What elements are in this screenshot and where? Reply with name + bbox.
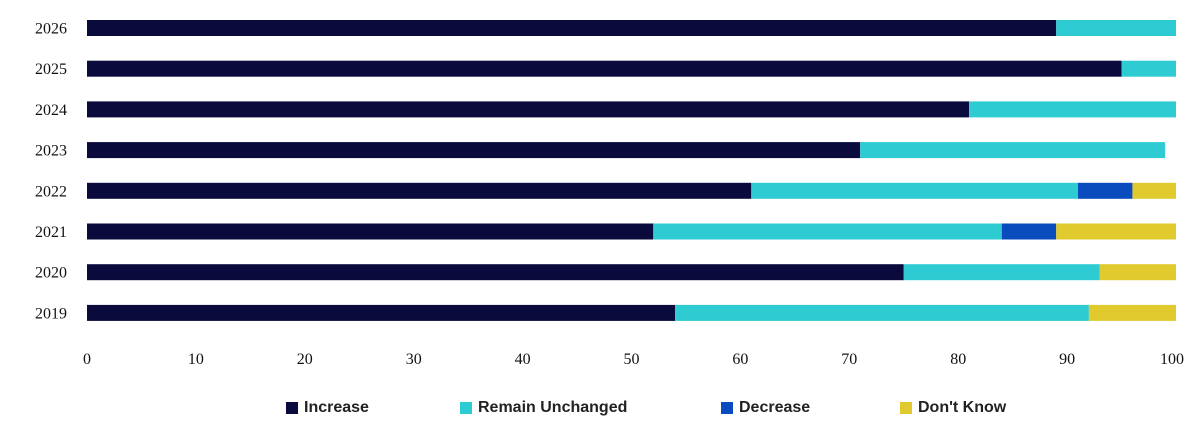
category-label-2023: 2023: [35, 143, 67, 160]
bar-2025-remain-unchanged: [1121, 60, 1176, 77]
category-label-2022: 2022: [35, 183, 67, 200]
x-tick-label-70: 70: [841, 351, 857, 368]
bar-2023-increase: [87, 142, 861, 159]
bar-2021-don-t-know: [1056, 223, 1176, 240]
legend-label-dont-know: Don't Know: [918, 399, 1007, 416]
x-tick-label-50: 50: [624, 351, 640, 368]
bar-2019-increase: [87, 304, 676, 321]
bar-2023-remain-unchanged: [860, 142, 1166, 159]
bar-2021-remain-unchanged: [653, 223, 1002, 240]
bar-2019-don-t-know: [1088, 304, 1176, 321]
x-tick-label-10: 10: [188, 351, 204, 368]
legend-label-increase: Increase: [304, 399, 369, 416]
bar-2024-remain-unchanged: [969, 101, 1176, 118]
legend-label-decrease: Decrease: [739, 399, 811, 416]
category-label-2019: 2019: [35, 305, 67, 322]
bars-group: [87, 20, 1176, 321]
x-tick-label-100: 100: [1160, 351, 1184, 368]
x-tick-label-90: 90: [1059, 351, 1075, 368]
legend-item-dont-know: Don't Know: [900, 396, 1006, 420]
legend-item-decrease: Decrease: [721, 396, 810, 420]
legend: Increase Remain Unchanged Decrease Don't…: [0, 396, 1200, 420]
legend-label-remain-unchanged: Remain Unchanged: [478, 399, 628, 416]
bar-2020-don-t-know: [1099, 264, 1176, 281]
x-tick-label-0: 0: [83, 351, 91, 368]
bar-2022-don-t-know: [1132, 182, 1176, 199]
bar-2026-increase: [87, 20, 1057, 36]
bar-2019-remain-unchanged: [675, 304, 1089, 321]
legend-swatch-remain-unchanged: [460, 402, 472, 414]
legend-swatch-decrease: [721, 402, 733, 414]
bar-2026-remain-unchanged: [1056, 20, 1176, 36]
x-tick-label-80: 80: [950, 351, 966, 368]
category-label-2024: 2024: [35, 102, 67, 119]
x-tick-label-40: 40: [515, 351, 531, 368]
bar-2024-increase: [87, 101, 970, 118]
x-axis-tick-labels: 0 10 20 30 40 50 60 70 80 90 100: [83, 351, 1184, 368]
stacked-bar-chart: 2026 2025 2024 2023 2022 2021 2020 2019 0 10 20 30…: [35, 20, 1184, 368]
bar-2020-increase: [87, 264, 904, 281]
category-label-2021: 2021: [35, 224, 67, 241]
bar-2020-remain-unchanged: [903, 264, 1100, 281]
category-label-2020: 2020: [35, 265, 67, 282]
category-labels: 2026 2025 2024 2023 2022 2021 2020 2019: [35, 21, 67, 323]
category-label-2026: 2026: [35, 21, 67, 38]
legend-swatch-increase: [286, 402, 298, 414]
bar-2022-remain-unchanged: [751, 182, 1078, 199]
bar-2025-increase: [87, 60, 1122, 77]
category-label-2025: 2025: [35, 61, 67, 78]
x-tick-label-60: 60: [732, 351, 748, 368]
bar-2022-decrease: [1077, 182, 1133, 199]
legend-swatch-dont-know: [900, 402, 912, 414]
bar-2021-decrease: [1001, 223, 1057, 240]
x-tick-label-30: 30: [406, 351, 422, 368]
legend-item-increase: Increase: [286, 396, 369, 420]
bar-2021-increase: [87, 223, 654, 240]
x-tick-label-20: 20: [297, 351, 313, 368]
legend-item-remain-unchanged: Remain Unchanged: [460, 396, 627, 420]
bar-2022-increase: [87, 182, 752, 199]
